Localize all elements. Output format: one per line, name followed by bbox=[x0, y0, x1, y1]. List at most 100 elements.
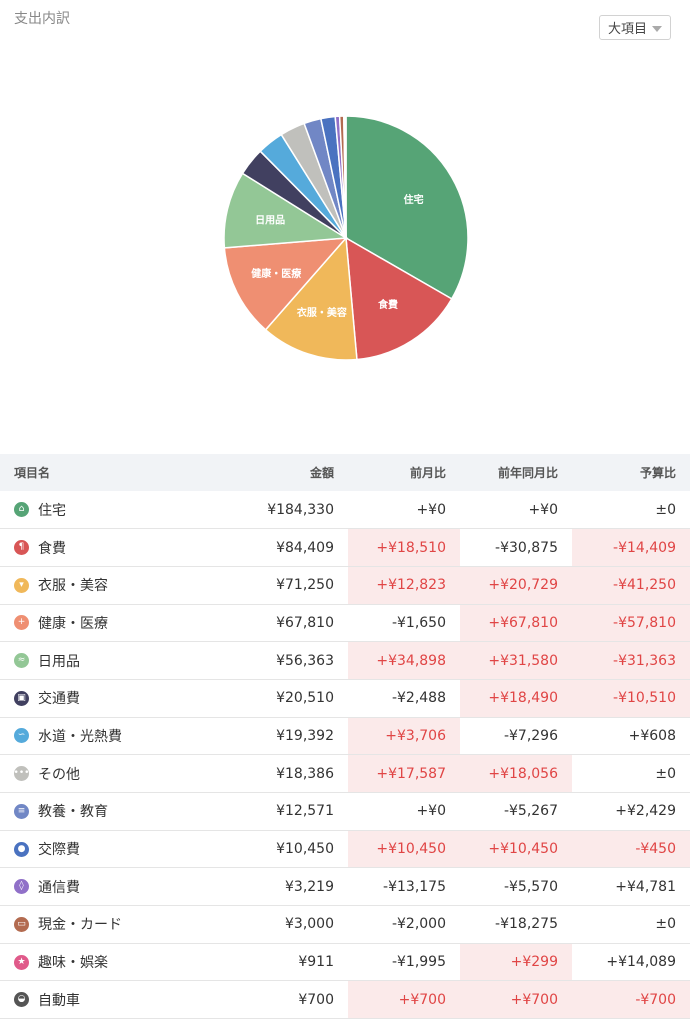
amount-cell: ¥10,450 bbox=[276, 841, 334, 858]
category-cell: ≈ 日用品 bbox=[0, 642, 245, 680]
budget-cell: ±0 bbox=[655, 765, 676, 782]
card-icon: ▭ bbox=[14, 916, 29, 932]
pie-slice-label: 食費 bbox=[377, 298, 398, 311]
table-row[interactable]: ◊ 通信費 ¥3,219 -¥13,175 -¥5,570 +¥4,781 bbox=[0, 868, 690, 906]
pie-slice[interactable] bbox=[223, 172, 349, 249]
category-cell: ◒ 自動車 bbox=[0, 981, 245, 1019]
pie-slice-label: 住宅 bbox=[404, 193, 424, 206]
category-name: 交際費 bbox=[38, 842, 80, 859]
yoy-cell: +¥31,580 bbox=[460, 641, 572, 680]
chevron-down-icon bbox=[652, 25, 662, 32]
budget-cell: -¥31,363 bbox=[572, 641, 690, 680]
category-name: 住宅 bbox=[38, 502, 66, 519]
table-row[interactable]: ¶ 食費 ¥84,409 +¥18,510 -¥30,875 -¥14,409 bbox=[0, 528, 690, 567]
pie-slice[interactable] bbox=[345, 115, 469, 300]
pie-slice[interactable] bbox=[345, 236, 453, 361]
amount-cell: ¥56,363 bbox=[276, 652, 334, 669]
medical-cross-icon: + bbox=[14, 615, 29, 631]
category-cell: ≡ 教養・教育 bbox=[0, 793, 245, 831]
category-cell: ★ 趣味・娯楽 bbox=[0, 943, 245, 981]
category-cell: ● 交際費 bbox=[0, 830, 245, 868]
amount-cell: ¥67,810 bbox=[276, 614, 334, 631]
category-cell: ▾ 衣服・美容 bbox=[0, 566, 245, 604]
table-row[interactable]: ▭ 現金・カード ¥3,000 -¥2,000 -¥18,275 ±0 bbox=[0, 906, 690, 944]
category-cell: ∽ 水道・光熱費 bbox=[0, 717, 245, 755]
category-dropdown[interactable]: 大項目 bbox=[599, 15, 671, 40]
pie-slice[interactable] bbox=[344, 115, 347, 239]
table-row[interactable]: ◒ 自動車 ¥700 +¥700 +¥700 -¥700 bbox=[0, 980, 690, 1019]
pie-slice[interactable] bbox=[264, 236, 358, 361]
yoy-cell: +¥67,810 bbox=[460, 604, 572, 642]
category-name: 食費 bbox=[38, 540, 66, 557]
table-row[interactable]: ≈ 日用品 ¥56,363 +¥34,898 +¥31,580 -¥31,363 bbox=[0, 641, 690, 680]
table-header-row: 項目名 金額 前月比 前年同月比 予算比 bbox=[0, 454, 690, 491]
budget-cell: -¥41,250 bbox=[572, 566, 690, 605]
amount-cell: ¥700 bbox=[298, 991, 334, 1008]
table-row[interactable]: ⌂ 住宅 ¥184,330 +¥0 +¥0 ±0 bbox=[0, 491, 690, 529]
amount-cell: ¥20,510 bbox=[276, 690, 334, 707]
mom-cell: +¥0 bbox=[416, 501, 446, 518]
mom-cell: +¥34,898 bbox=[348, 641, 460, 680]
category-name: 水道・光熱費 bbox=[38, 728, 122, 745]
col-header-amount[interactable]: 金額 bbox=[309, 466, 334, 480]
yoy-cell: -¥30,875 bbox=[495, 539, 558, 556]
budget-cell: ±0 bbox=[655, 501, 676, 518]
shirt-icon: ▾ bbox=[14, 577, 29, 593]
category-cell: ◊ 通信費 bbox=[0, 868, 245, 906]
people-icon: ● bbox=[14, 841, 29, 857]
mom-cell: +¥12,823 bbox=[348, 566, 460, 605]
yoy-cell: +¥18,490 bbox=[460, 679, 572, 718]
col-header-yoy[interactable]: 前年同月比 bbox=[497, 466, 558, 480]
category-cell: ••• その他 bbox=[0, 755, 245, 793]
category-name: 日用品 bbox=[38, 653, 80, 670]
mom-cell: +¥700 bbox=[348, 980, 460, 1019]
yoy-cell: +¥700 bbox=[460, 980, 572, 1019]
table-row[interactable]: ▣ 交通費 ¥20,510 -¥2,488 +¥18,490 -¥10,510 bbox=[0, 679, 690, 718]
category-cell: + 健康・医療 bbox=[0, 604, 245, 642]
yoy-cell: +¥0 bbox=[528, 501, 558, 518]
category-cell: ⌂ 住宅 bbox=[0, 491, 245, 529]
pie-slice[interactable] bbox=[223, 237, 348, 331]
budget-cell: ±0 bbox=[655, 916, 676, 933]
star-icon: ★ bbox=[14, 954, 29, 970]
table-row[interactable]: ★ 趣味・娯楽 ¥911 -¥1,995 +¥299 +¥14,089 bbox=[0, 943, 690, 981]
table-row[interactable]: ••• その他 ¥18,386 +¥17,587 +¥18,056 ±0 bbox=[0, 754, 690, 793]
table-row[interactable]: ≡ 教養・教育 ¥12,571 +¥0 -¥5,267 +¥2,429 bbox=[0, 793, 690, 831]
col-header-mom[interactable]: 前月比 bbox=[409, 466, 446, 480]
category-name: 現金・カード bbox=[38, 917, 122, 934]
pie-slice-label: 日用品 bbox=[255, 215, 285, 227]
signal-icon: ◊ bbox=[14, 879, 29, 895]
amount-cell: ¥12,571 bbox=[276, 803, 334, 820]
amount-cell: ¥18,386 bbox=[276, 765, 334, 782]
table-row[interactable]: ∽ 水道・光熱費 ¥19,392 +¥3,706 -¥7,296 +¥608 bbox=[0, 717, 690, 755]
amount-cell: ¥84,409 bbox=[276, 539, 334, 556]
yoy-cell: +¥299 bbox=[460, 943, 572, 981]
category-name: 健康・医療 bbox=[38, 615, 108, 632]
mom-cell: -¥2,000 bbox=[391, 916, 446, 933]
col-header-budget[interactable]: 予算比 bbox=[639, 466, 676, 480]
house-icon: ⌂ bbox=[14, 502, 29, 518]
budget-cell: -¥700 bbox=[572, 980, 690, 1019]
table-row[interactable]: ● 交際費 ¥10,450 +¥10,450 +¥10,450 -¥450 bbox=[0, 830, 690, 868]
budget-cell: +¥14,089 bbox=[606, 954, 676, 971]
section-title: 支出内訳 bbox=[14, 11, 70, 27]
mom-cell: -¥13,175 bbox=[383, 878, 446, 895]
pill-icon: ≈ bbox=[14, 653, 29, 669]
budget-cell: -¥57,810 bbox=[572, 604, 690, 642]
mom-cell: +¥3,706 bbox=[348, 717, 460, 755]
category-name: 衣服・美容 bbox=[38, 578, 108, 595]
category-name: 趣味・娯楽 bbox=[38, 955, 108, 972]
table-row[interactable]: + 健康・医療 ¥67,810 -¥1,650 +¥67,810 -¥57,810 bbox=[0, 604, 690, 642]
yoy-cell: -¥18,275 bbox=[495, 916, 558, 933]
table-row[interactable]: ▾ 衣服・美容 ¥71,250 +¥12,823 +¥20,729 -¥41,250 bbox=[0, 566, 690, 605]
fork-knife-icon: ¶ bbox=[14, 540, 29, 556]
train-icon: ▣ bbox=[14, 690, 29, 706]
budget-cell: -¥10,510 bbox=[572, 679, 690, 718]
car-icon: ◒ bbox=[14, 992, 29, 1008]
mom-cell: -¥1,995 bbox=[391, 954, 446, 971]
col-header-name[interactable]: 項目名 bbox=[14, 466, 51, 480]
category-cell: ▭ 現金・カード bbox=[0, 906, 245, 944]
category-name: その他 bbox=[38, 766, 80, 783]
mom-cell: +¥17,587 bbox=[348, 754, 460, 793]
